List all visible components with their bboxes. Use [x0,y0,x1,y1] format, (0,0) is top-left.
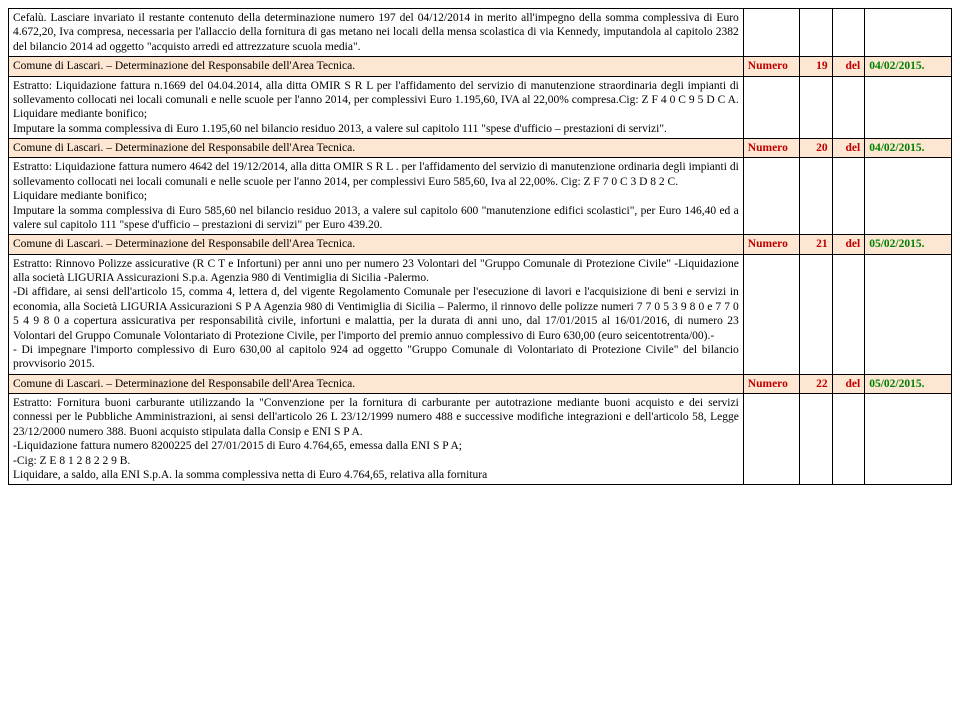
determination-body-row: Estratto: Fornitura buoni carburante uti… [9,394,952,485]
header-left: Comune di Lascari. – Determinazione del … [9,57,744,76]
empty-cell [743,254,799,374]
empty-cell [865,158,952,235]
header-left: Comune di Lascari. – Determinazione del … [9,139,744,158]
empty-cell [799,158,832,235]
numero-label: Numero [743,235,799,254]
determination-header-row: Comune di Lascari. – Determinazione del … [9,57,952,76]
determination-header-row: Comune di Lascari. – Determinazione del … [9,235,952,254]
numero-label: Numero [743,57,799,76]
determination-header-row: Comune di Lascari. – Determinazione del … [9,139,952,158]
empty-cell [799,9,832,57]
empty-cell [743,76,799,139]
header-left: Comune di Lascari. – Determinazione del … [9,374,744,393]
empty-cell [832,394,865,485]
numero-value: 22 [799,374,832,393]
empty-cell [799,394,832,485]
determination-body-row: Cefalù. Lasciare invariato il restante c… [9,9,952,57]
empty-cell [743,158,799,235]
determination-text: Estratto: Liquidazione fattura n.1669 de… [9,76,744,139]
empty-cell [865,9,952,57]
empty-cell [865,254,952,374]
empty-cell [743,394,799,485]
determination-date: 05/02/2015. [865,374,952,393]
determination-body-row: Estratto: Liquidazione fattura numero 46… [9,158,952,235]
determination-header-row: Comune di Lascari. – Determinazione del … [9,374,952,393]
determination-text: Estratto: Fornitura buoni carburante uti… [9,394,744,485]
numero-value: 19 [799,57,832,76]
numero-value: 21 [799,235,832,254]
determination-text: Estratto: Liquidazione fattura numero 46… [9,158,744,235]
determination-text: Cefalù. Lasciare invariato il restante c… [9,9,744,57]
empty-cell [799,76,832,139]
empty-cell [865,394,952,485]
empty-cell [743,9,799,57]
header-left: Comune di Lascari. – Determinazione del … [9,235,744,254]
determination-date: 04/02/2015. [865,139,952,158]
numero-label: Numero [743,374,799,393]
determinations-table: Cefalù. Lasciare invariato il restante c… [8,8,952,485]
numero-value: 20 [799,139,832,158]
empty-cell [832,76,865,139]
determination-text: Estratto: Rinnovo Polizze assicurative (… [9,254,744,374]
del-label: del [832,235,865,254]
empty-cell [799,254,832,374]
empty-cell [832,158,865,235]
del-label: del [832,57,865,76]
determination-date: 05/02/2015. [865,235,952,254]
determination-body-row: Estratto: Liquidazione fattura n.1669 de… [9,76,952,139]
empty-cell [832,9,865,57]
numero-label: Numero [743,139,799,158]
empty-cell [832,254,865,374]
del-label: del [832,374,865,393]
determination-date: 04/02/2015. [865,57,952,76]
empty-cell [865,76,952,139]
determination-body-row: Estratto: Rinnovo Polizze assicurative (… [9,254,952,374]
del-label: del [832,139,865,158]
